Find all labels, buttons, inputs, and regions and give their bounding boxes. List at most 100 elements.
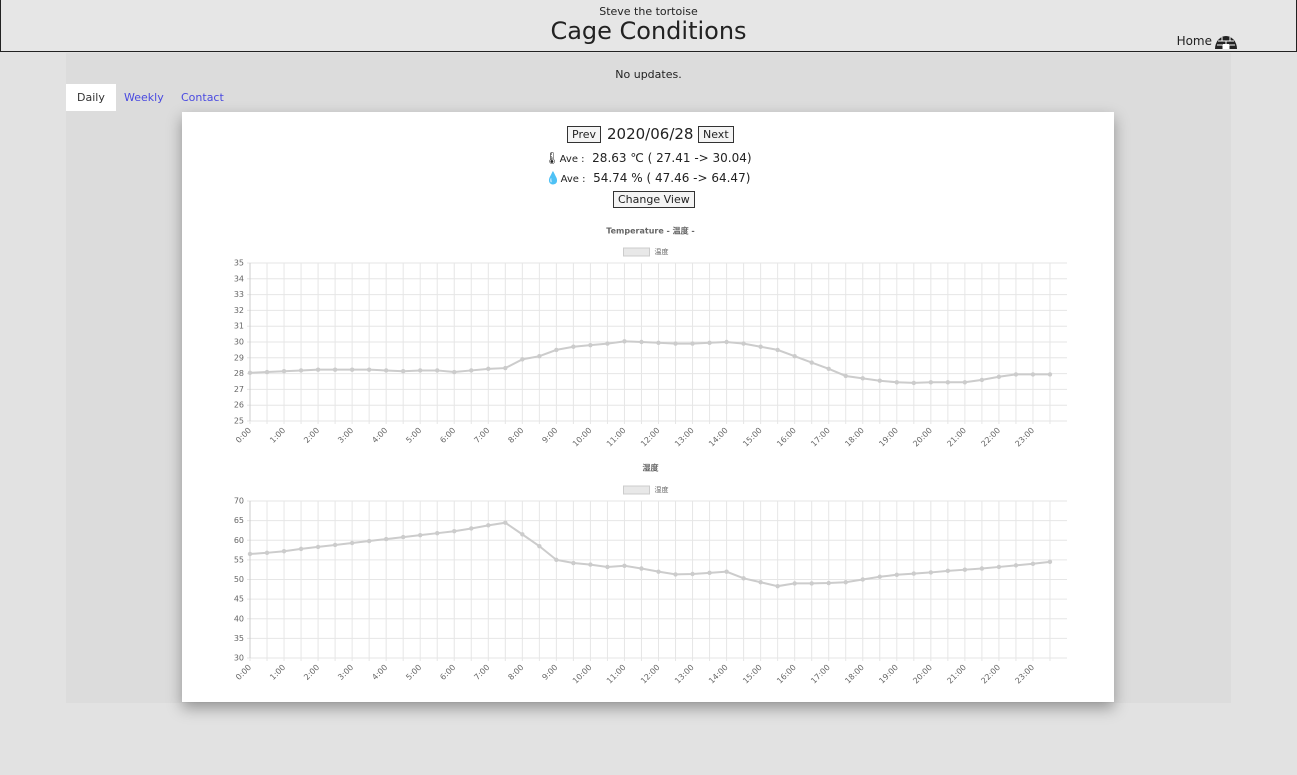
- data-point: [571, 344, 576, 349]
- data-point: [673, 341, 678, 346]
- data-point: [400, 534, 406, 540]
- data-point: [247, 551, 253, 557]
- x-tick-label: 22:00: [979, 663, 1002, 686]
- y-tick-label: 60: [234, 536, 244, 545]
- data-point: [1013, 372, 1019, 377]
- y-tick-label: 32: [234, 306, 244, 315]
- data-point: [622, 339, 627, 344]
- data-point: [605, 341, 610, 346]
- x-tick-label: 9:00: [540, 426, 559, 445]
- stat-label: Ave :: [560, 174, 586, 185]
- data-point: [894, 572, 899, 577]
- data-point: [247, 370, 253, 376]
- data-point: [758, 580, 763, 585]
- x-tick-label: 7:00: [472, 663, 491, 682]
- y-tick-label: 27: [234, 385, 244, 394]
- data-point: [571, 560, 576, 566]
- data-point: [281, 549, 287, 554]
- charts: Temperature - 温度 - 25 26 27 28 29 30 31 32 33 34 35…: [234, 226, 1067, 686]
- x-tick-label: 3:00: [336, 426, 355, 445]
- tab[interactable]: Contact: [181, 91, 224, 104]
- prev-button[interactable]: Prev: [567, 126, 601, 143]
- data-point: [911, 571, 917, 576]
- y-tick-label: 34: [234, 274, 244, 283]
- x-tick-label: 8:00: [506, 426, 525, 445]
- data-point: [1047, 372, 1053, 377]
- data-point: [1030, 372, 1036, 377]
- data-point: [724, 339, 729, 345]
- tab[interactable]: Daily: [66, 84, 116, 111]
- x-tick-label: 1:00: [268, 663, 287, 682]
- data-point: [332, 367, 338, 372]
- x-tick-label: 5:00: [404, 663, 423, 682]
- data-point: [996, 564, 1002, 570]
- data-point: [366, 367, 372, 372]
- x-tick-label: 10:00: [571, 663, 594, 686]
- x-tick-label: 4:00: [370, 663, 389, 682]
- data-point: [775, 583, 780, 589]
- data-point: [690, 571, 695, 577]
- x-tick-label: 15:00: [741, 663, 764, 686]
- x-tick-label: 23:00: [1013, 663, 1036, 686]
- data-point: [605, 564, 610, 570]
- data-point: [690, 341, 695, 346]
- data-point: [520, 357, 525, 362]
- x-tick-label: 15:00: [741, 426, 764, 449]
- data-point: [452, 369, 457, 375]
- data-point: [315, 544, 321, 550]
- y-tick-label: 30: [234, 654, 244, 663]
- data-point: [315, 367, 321, 372]
- data-point: [945, 380, 951, 385]
- y-tick-label: 25: [234, 417, 244, 426]
- home-link[interactable]: Home: [1176, 34, 1212, 48]
- data-point: [962, 567, 968, 572]
- x-tick-label: 21:00: [945, 663, 968, 686]
- data-point: [537, 354, 542, 359]
- data-point: [741, 341, 746, 346]
- data-point: [486, 523, 491, 528]
- x-tick-label: 14:00: [707, 426, 730, 449]
- chart-title: Temperature - 温度 -: [606, 226, 695, 236]
- data-point: [537, 543, 542, 549]
- data-point: [673, 572, 678, 577]
- data-point: [860, 577, 865, 582]
- x-tick-label: 19:00: [877, 426, 900, 449]
- status-message: No updates.: [615, 68, 682, 81]
- data-point: [349, 540, 355, 546]
- chart-title: 湿度: [643, 463, 660, 473]
- data-point: [639, 339, 644, 345]
- stat-average: 28.63 ℃: [592, 151, 644, 165]
- y-tick-label: 31: [234, 322, 244, 331]
- data-point: [775, 347, 780, 353]
- y-tick-label: 50: [234, 575, 244, 584]
- data-point: [503, 365, 508, 371]
- data-point: [281, 369, 287, 374]
- x-tick-label: 18:00: [843, 426, 866, 449]
- y-tick-label: 35: [234, 259, 244, 268]
- home-icon[interactable]: [1214, 32, 1238, 50]
- data-point: [264, 369, 270, 375]
- x-tick-label: 19:00: [877, 663, 900, 686]
- data-point: [656, 569, 661, 574]
- data-point: [418, 368, 423, 373]
- data-point: [383, 536, 389, 542]
- next-button[interactable]: Next: [698, 126, 734, 143]
- x-tick-label: 6:00: [438, 663, 457, 682]
- x-tick-label: 12:00: [639, 426, 662, 449]
- stat-range: ( 27.41 -> 30.04): [647, 151, 752, 165]
- header: Steve the tortoise Cage Conditions Home: [0, 0, 1297, 52]
- x-tick-label: 13:00: [673, 426, 696, 449]
- x-tick-label: 20:00: [911, 663, 934, 686]
- stat-label: Ave :: [559, 154, 585, 165]
- x-tick-label: 21:00: [945, 426, 968, 449]
- y-tick-label: 70: [234, 497, 244, 506]
- data-point: [588, 342, 593, 348]
- data-point: [996, 374, 1002, 379]
- x-tick-label: 23:00: [1013, 426, 1036, 449]
- data-point: [469, 368, 474, 373]
- tab[interactable]: Weekly: [124, 91, 164, 104]
- x-tick-label: 9:00: [540, 663, 559, 682]
- data-point: [877, 574, 882, 579]
- data-point: [724, 569, 729, 574]
- change-view-button[interactable]: Change View: [613, 191, 695, 208]
